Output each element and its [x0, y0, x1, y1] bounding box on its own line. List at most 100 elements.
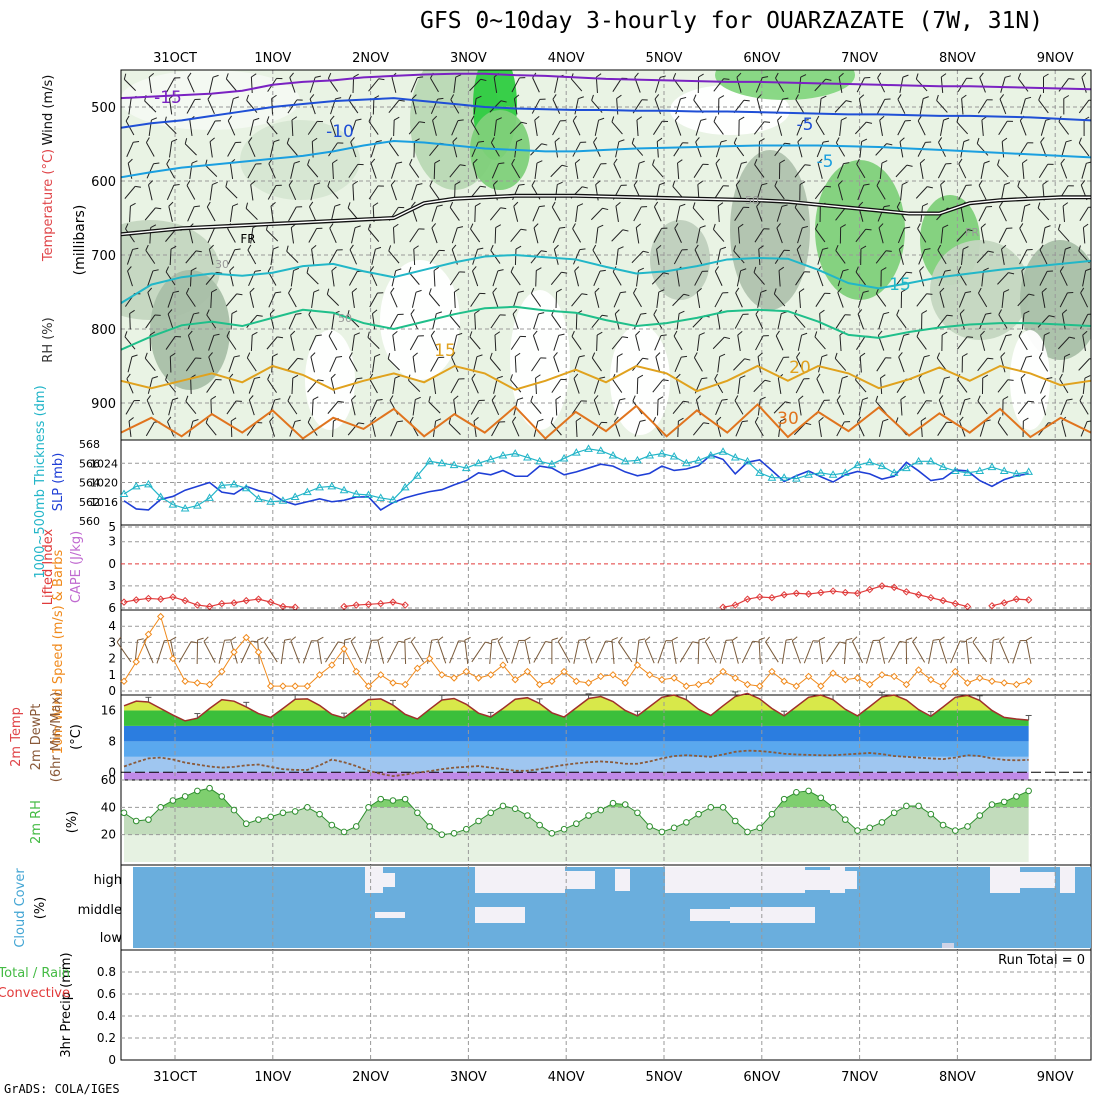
wind-barb: [410, 309, 418, 330]
rh-tick-2: 20: [101, 828, 116, 842]
thickness-point: [156, 492, 166, 500]
wind-barb: [167, 309, 174, 330]
wind-barb: [552, 226, 566, 244]
wind-speed-point: [1024, 677, 1033, 685]
surface-barb: [865, 639, 880, 664]
wind-barb: [574, 96, 584, 115]
thickness-point: [804, 470, 813, 478]
x-tick-bottom-6: 6NOV: [743, 1070, 780, 1085]
wind-barb: [387, 353, 400, 371]
surface-barb: [524, 636, 531, 664]
wind-speed-point: [621, 679, 629, 687]
wind-barb: [209, 137, 215, 158]
wind-barb: [918, 354, 930, 373]
wind-barb: [230, 310, 238, 330]
wind-barb: [593, 395, 600, 416]
wind-barb: [673, 249, 688, 265]
wind-barb: [735, 287, 743, 308]
wind-barb: [553, 244, 559, 265]
wind-barb: [654, 334, 667, 351]
wind-barb: [960, 246, 969, 266]
wind-barb: [635, 223, 642, 244]
rh-point: [132, 817, 140, 825]
wind-barb: [653, 120, 669, 135]
wind-barb: [1001, 289, 1010, 309]
wind-barb: [737, 375, 746, 395]
wind-barb: [269, 416, 276, 437]
wind-barb: [595, 224, 604, 244]
wind-barb: [392, 223, 399, 244]
thickness-point: [743, 456, 752, 465]
wind-barb: [1022, 417, 1029, 438]
wind-speed-point: [425, 654, 434, 663]
wind-speed-point: [169, 654, 177, 663]
rh-point: [805, 787, 812, 795]
wind-barb: [677, 417, 684, 438]
temp-band-2: [124, 741, 1029, 757]
wind-barb: [917, 115, 926, 136]
thickness-point: [192, 501, 202, 509]
wind-barb: [246, 94, 258, 113]
wind-barb: [898, 244, 904, 265]
slp-tick-2: 1016: [90, 496, 118, 509]
rh-point: [487, 809, 495, 817]
wind-barb: [470, 399, 485, 415]
wind-barb: [798, 395, 804, 416]
wind-barb: [388, 99, 405, 114]
wind-tick-4: 0: [108, 684, 116, 698]
wind-barb: [348, 352, 358, 372]
thickness-point: [950, 466, 960, 474]
wind-barb: [165, 266, 176, 286]
surface-barb: [464, 636, 471, 664]
wind-barb: [834, 100, 852, 113]
wind-barb: [371, 353, 381, 373]
wind-barb: [675, 203, 686, 222]
wind-speed-point: [597, 672, 605, 681]
wind-barb: [859, 138, 868, 158]
wind-barb: [857, 290, 869, 308]
surface-barb: [818, 636, 826, 664]
wind-speed-point: [328, 661, 336, 669]
wind-barb: [834, 352, 847, 371]
rh-point: [756, 824, 764, 832]
wind-barb: [245, 202, 258, 221]
minmax-label: (6hr Min/Max): [49, 692, 64, 782]
wind-barb: [591, 314, 608, 329]
wind-barb: [1020, 373, 1026, 394]
wind-tick-0: 4: [108, 619, 116, 633]
rh-point: [414, 809, 421, 817]
wind-barb: [694, 270, 709, 286]
surface-barb: [317, 636, 324, 664]
clear-patch-6: [805, 870, 830, 890]
x-tick-bottom-0: 31OCT: [153, 1070, 197, 1085]
isotherms: [121, 72, 1091, 440]
wind-barb: [976, 137, 989, 156]
wind-speed-point: [890, 672, 898, 681]
rh-point: [976, 812, 984, 819]
wind-barb: [594, 287, 600, 308]
wind-speed-point: [523, 667, 532, 676]
rh-point: [646, 823, 653, 830]
wind-barb: [1039, 270, 1053, 286]
wind-barb: [555, 395, 561, 416]
rh-point: [1013, 793, 1020, 800]
thickness-point: [779, 473, 789, 481]
wind-barb: [877, 98, 891, 114]
wind-barb: [450, 94, 460, 114]
wind-barb: [266, 336, 284, 350]
li-point: [755, 593, 764, 601]
li-line: [991, 598, 1029, 607]
isotherm-label-10: 50: [745, 194, 759, 207]
wind-barb: [573, 373, 580, 394]
wind-barb: [997, 416, 1009, 436]
surface-barb: [611, 637, 618, 664]
wind-barb: [635, 160, 645, 179]
lifted-index-label: Lifted Index: [41, 528, 56, 605]
wind-barb: [472, 266, 479, 287]
wind-barb: [572, 223, 582, 243]
wind-barb: [1061, 309, 1068, 330]
wind-barb: [594, 117, 605, 136]
wind-speed-point: [939, 682, 947, 690]
wind-barb: [797, 137, 803, 158]
wind-barb: [593, 269, 606, 287]
